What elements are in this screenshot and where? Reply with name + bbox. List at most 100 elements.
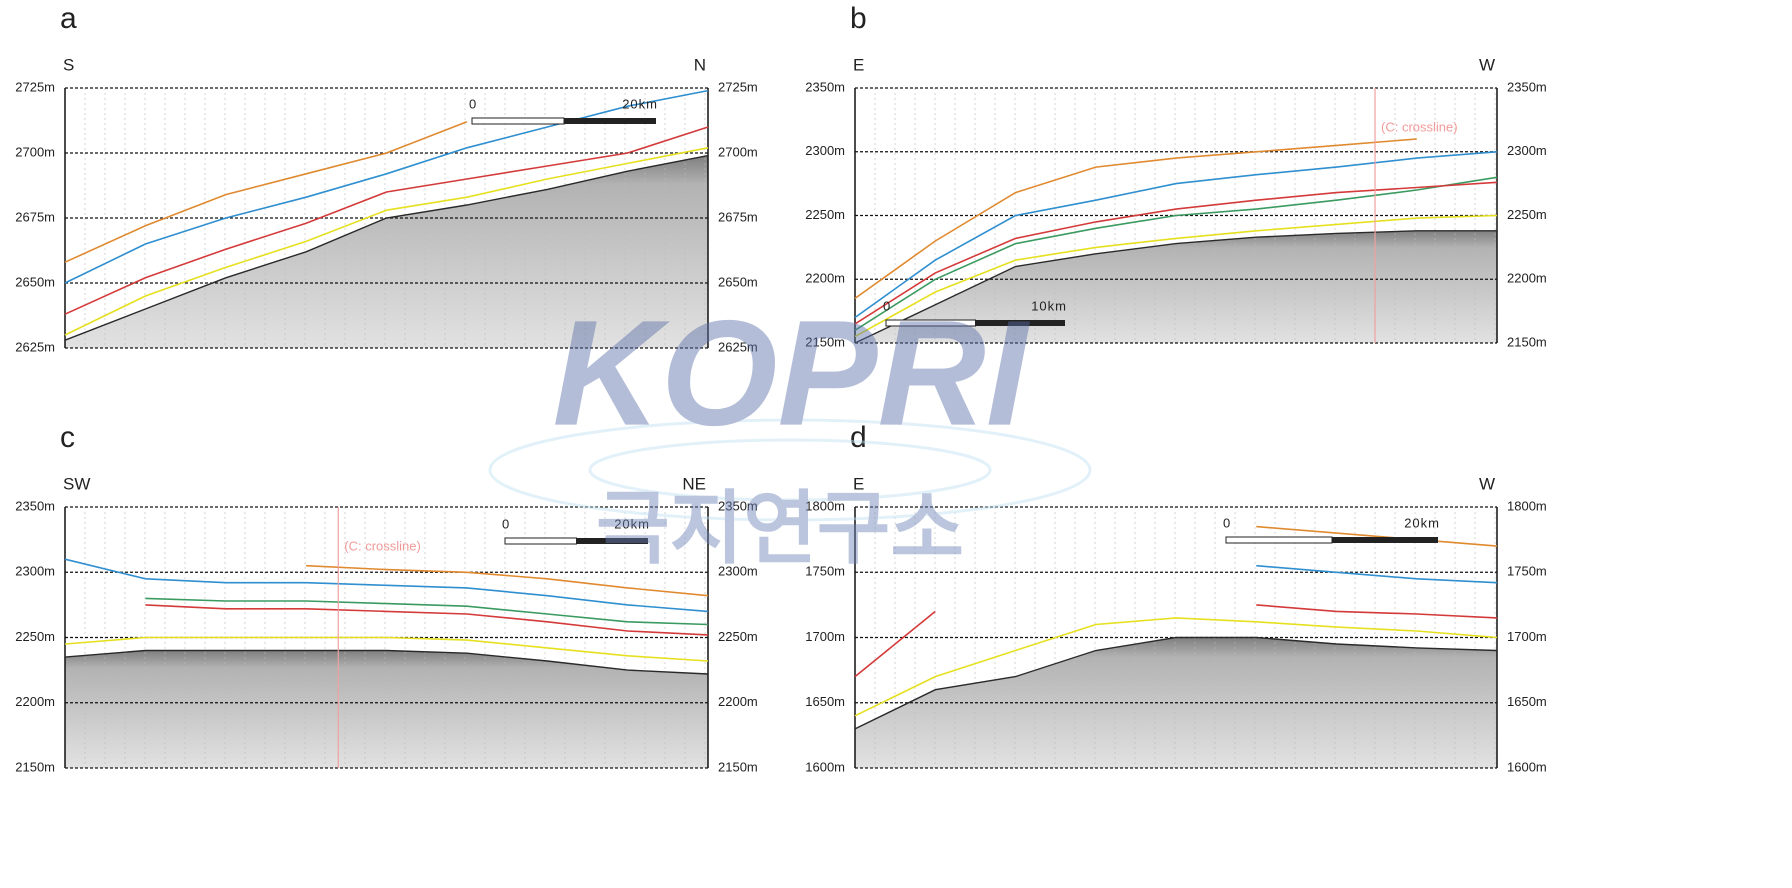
y-tick-label-left: 2625m — [15, 339, 55, 354]
y-tick-label-left: 2150m — [805, 334, 845, 349]
y-tick-label-left: 2350m — [15, 498, 55, 513]
direction-right: W — [1479, 474, 1495, 493]
y-tick-label-right: 2300m — [1507, 143, 1547, 158]
scale-bar-white — [471, 117, 565, 125]
horizon — [64, 147, 709, 336]
y-tick-label-left: 2200m — [15, 694, 55, 709]
scale-label-end: 20km — [1404, 515, 1440, 530]
horizon — [64, 126, 709, 315]
scale-bar-black — [1332, 537, 1438, 543]
y-tick-label-left: 2300m — [805, 143, 845, 158]
horizon — [64, 89, 709, 284]
horizon — [854, 604, 1498, 678]
horizon — [64, 154, 709, 341]
y-tick-label-right: 2625m — [718, 339, 758, 354]
y-tick-label-left: 1600m — [805, 759, 845, 774]
horizon — [306, 564, 709, 597]
y-tick-label-right: 2350m — [718, 498, 758, 513]
scale-label-start: 0 — [469, 96, 477, 111]
crossline-label: (C: crossline) — [1381, 119, 1458, 134]
y-tick-label-right: 2350m — [1507, 79, 1547, 94]
crossline-label: (C: crossline) — [344, 538, 421, 553]
y-tick-label-right: 2650m — [718, 274, 758, 289]
horizon — [64, 649, 709, 675]
direction-left: E — [853, 55, 864, 74]
scale-bar-white — [1225, 536, 1333, 544]
scale-bar-white — [504, 537, 577, 545]
y-tick-label-left: 1700m — [805, 629, 845, 644]
horizon — [854, 176, 1498, 331]
horizon — [145, 597, 709, 626]
scale-label-start: 0 — [883, 298, 891, 313]
y-tick-label-right: 2200m — [1507, 271, 1547, 286]
horizon — [854, 151, 1498, 319]
y-tick-label-left: 2700m — [15, 144, 55, 159]
direction-left: E — [853, 474, 864, 493]
y-tick-label-left: 1750m — [805, 564, 845, 579]
y-tick-label-left: 2650m — [15, 274, 55, 289]
y-tick-label-right: 1750m — [1507, 564, 1547, 579]
y-tick-label-right: 2700m — [718, 144, 758, 159]
horizon — [64, 636, 709, 662]
y-tick-label-left: 2725m — [15, 79, 55, 94]
horizon — [64, 558, 709, 613]
y-tick-label-right: 2725m — [718, 79, 758, 94]
watermark-logo: KOPRI — [552, 289, 1030, 457]
panel: d E W 1600m 1600m 1650m 1650m 1700m 1700m 1750m 17… — [805, 421, 1547, 775]
y-tick-label-left: 2150m — [15, 759, 55, 774]
scale-label-end: 10km — [1031, 298, 1067, 313]
horizon — [854, 617, 1498, 717]
scale-label-start: 0 — [502, 516, 510, 531]
watermark-name: 극지연구소 — [596, 484, 964, 573]
direction-left: S — [63, 55, 74, 74]
y-tick-label-right: 1650m — [1507, 694, 1547, 709]
direction-right: W — [1479, 55, 1495, 74]
y-tick-label-right: 1700m — [1507, 629, 1547, 644]
y-tick-label-right: 2200m — [718, 694, 758, 709]
scale-bar-black — [975, 320, 1065, 326]
horizon — [854, 636, 1498, 730]
scale-label-end: 20km — [614, 516, 650, 531]
y-tick-label-left: 1800m — [805, 498, 845, 513]
seismic-section — [65, 650, 708, 768]
y-tick-label-right: 2250m — [718, 629, 758, 644]
horizon — [854, 181, 1498, 325]
y-tick-label-left: 2250m — [805, 207, 845, 222]
horizon — [854, 230, 1497, 344]
y-tick-label-right: 1800m — [1507, 498, 1547, 513]
horizon — [1256, 525, 1498, 547]
scale-bar-black — [564, 118, 656, 124]
horizon — [854, 138, 1417, 300]
scale-bar-black — [576, 538, 648, 544]
y-tick-label-left: 2250m — [15, 629, 55, 644]
y-tick-label-right: 2150m — [1507, 334, 1547, 349]
horizon — [64, 121, 468, 263]
panel-letter: a — [60, 2, 77, 35]
seismic-section — [855, 230, 1497, 343]
y-tick-label-right: 2250m — [1507, 207, 1547, 222]
watermark: KOPRI 극지연구소 — [488, 289, 1092, 573]
panel-letter: c — [60, 421, 75, 454]
direction-right: N — [694, 55, 706, 74]
panel: c SW NE 2150m 2150m 2200m 2200m 2250m 2250m 2300m… — [15, 421, 758, 775]
panel-letter: b — [850, 2, 867, 35]
y-tick-label-right: 2150m — [718, 759, 758, 774]
scale-label-start: 0 — [1223, 515, 1231, 530]
y-tick-label-right: 2300m — [718, 564, 758, 579]
panel: a S N 2625m 2625m 2650m 2650m 2675m 2675m 2700m 27… — [15, 2, 758, 355]
watermark-globe — [488, 418, 1092, 522]
horizon — [145, 604, 709, 636]
y-tick-label-right: 2675m — [718, 209, 758, 224]
seismic-section — [65, 155, 708, 348]
horizon — [1256, 564, 1498, 584]
y-tick-label-left: 2300m — [15, 564, 55, 579]
y-tick-label-right: 1600m — [1507, 759, 1547, 774]
scale-label-end: 20km — [622, 96, 658, 111]
watermark-globe — [588, 438, 992, 502]
panel-letter: d — [850, 421, 867, 454]
horizon — [854, 214, 1498, 338]
direction-left: SW — [63, 474, 90, 493]
direction-right: NE — [682, 474, 706, 493]
y-tick-label-left: 1650m — [805, 694, 845, 709]
